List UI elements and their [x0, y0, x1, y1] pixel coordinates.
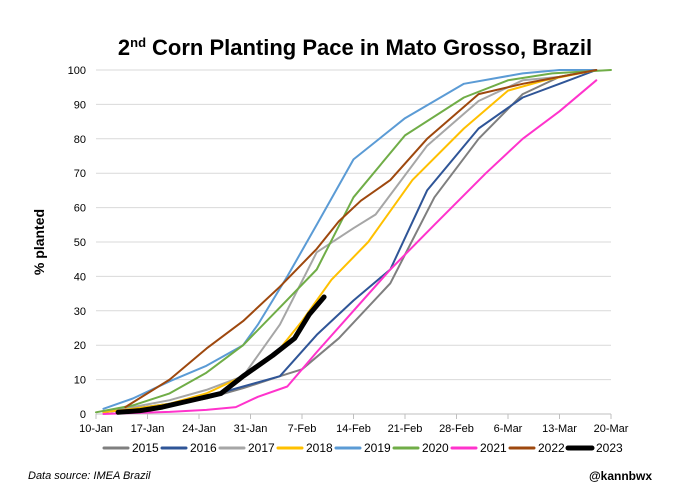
chart-title: 2nd Corn Planting Pace in Mato Grosso, Br… [118, 35, 592, 60]
chart-title-main: Corn Planting Pace in Mato Grosso, Brazi… [152, 35, 592, 60]
y-tick-labels: 0 10 20 30 40 50 60 70 80 90 100 [68, 65, 86, 421]
x-tick-label-20-Mar: 20-Mar [594, 423, 629, 435]
x-tick-label-24-Jan: 24-Jan [182, 423, 216, 435]
x-tick-label-6-Mar: 6-Mar [494, 423, 523, 435]
y-tick-label-100: 100 [68, 65, 86, 77]
legend-label-2022: 2022 [538, 441, 565, 455]
series-line-2017 [102, 69, 598, 414]
legend-label-2021: 2021 [480, 441, 507, 455]
series-line-2019 [102, 69, 598, 410]
legend-label-2020: 2020 [422, 441, 449, 455]
chart-title-prefix: 2 [118, 35, 130, 60]
x-tick-label-31-Jan: 31-Jan [234, 423, 268, 435]
y-tick-label-10: 10 [74, 375, 86, 387]
x-tick-label-13-Mar: 13-Mar [542, 423, 577, 435]
y-tick-label-50: 50 [74, 237, 86, 249]
legend-label-2023: 2023 [596, 441, 623, 455]
legend-label-2018: 2018 [306, 441, 333, 455]
legend-label-2016: 2016 [190, 441, 217, 455]
series-line-2016 [102, 69, 598, 414]
legend-label-2015: 2015 [132, 441, 159, 455]
grid-lines [96, 69, 611, 381]
x-tick-label-14-Feb: 14-Feb [336, 423, 371, 435]
series-line-2018 [102, 69, 598, 414]
legend: 2015 2016 2017 2018 2019 2020 2021 2022 2023 [102, 441, 623, 455]
series-line-2020 [95, 69, 612, 414]
x-tick-label-28-Feb: 28-Feb [439, 423, 474, 435]
axes [95, 413, 612, 419]
x-tick-label-17-Jan: 17-Jan [131, 423, 165, 435]
y-tick-label-0: 0 [80, 409, 86, 421]
y-axis-label: % planted [31, 209, 47, 275]
x-tick-label-21-Feb: 21-Feb [388, 423, 423, 435]
y-tick-label-60: 60 [74, 203, 86, 215]
y-tick-label-90: 90 [74, 99, 86, 111]
data-source-note: Data source: IMEA Brazil [28, 470, 151, 482]
y-tick-label-70: 70 [74, 168, 86, 180]
y-tick-label-30: 30 [74, 306, 86, 318]
y-tick-label-80: 80 [74, 134, 86, 146]
y-tick-label-40: 40 [74, 271, 86, 283]
x-tick-labels: 10-Jan 17-Jan 24-Jan 31-Jan 7-Feb 14-Feb 21-Fe… [79, 423, 629, 435]
author-handle: @kannbwx [588, 469, 652, 483]
legend-label-2017: 2017 [248, 441, 275, 455]
y-tick-label-20: 20 [74, 340, 86, 352]
series-lines [95, 69, 612, 415]
chart-title-superscript: nd [130, 35, 146, 50]
series-line-2023 [115, 294, 327, 415]
series-line-2022 [124, 69, 598, 409]
x-tick-label-10-Jan: 10-Jan [79, 423, 113, 435]
legend-label-2019: 2019 [364, 441, 391, 455]
x-tick-label-7-Feb: 7-Feb [288, 423, 317, 435]
series-line-2021 [102, 79, 598, 415]
series-line-2015 [102, 69, 598, 414]
